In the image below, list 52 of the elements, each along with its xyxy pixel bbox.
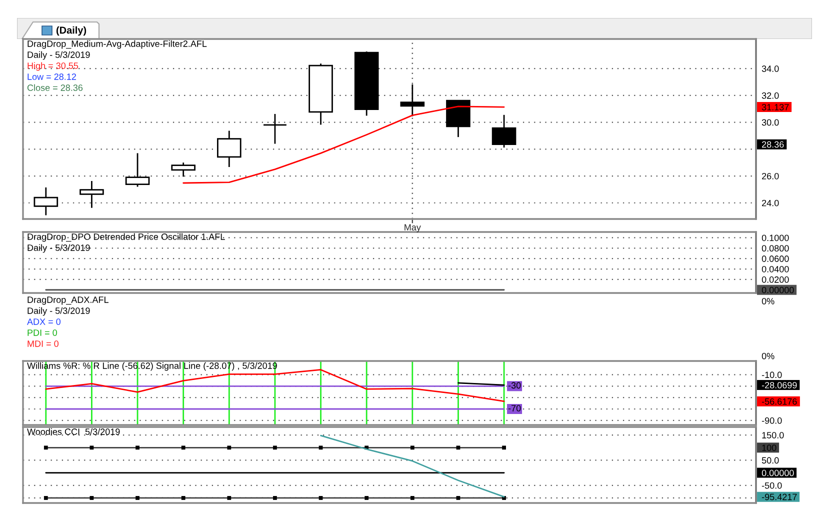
y-tick-label: 30.0 <box>762 119 779 126</box>
y-tick-label: -10.0 <box>762 372 782 378</box>
line-series <box>45 369 505 402</box>
y-tick-label: -56.6176 <box>762 398 797 405</box>
text: PDI = 0 <box>28 330 58 336</box>
candlestick <box>400 84 425 117</box>
text: ADX = 0 <box>27 318 61 325</box>
chart-title: DragDrop_Medium-Avg-Adaptive-Filter2.AFL <box>28 40 207 49</box>
candlestick <box>34 186 58 216</box>
candlestick <box>125 152 150 188</box>
y-tick-label: 28.36 <box>762 141 784 148</box>
y-tick-label: 26.0 <box>762 172 779 180</box>
y-tick-label: -50.0 <box>762 482 782 489</box>
annotation: High = 30.55 <box>28 62 78 71</box>
y-tick-label: 0.0200 <box>762 276 789 283</box>
y-tick-label: 0.00000 <box>762 286 794 294</box>
category-label: 0% <box>762 352 774 360</box>
text: Daily - 5/3/2019 <box>28 51 90 60</box>
candlestick <box>492 114 516 148</box>
y-tick-label: 150.0 <box>762 432 784 438</box>
y-tick-label: 50.0 <box>762 457 779 464</box>
chart-title: DragDrop_DPO Detrended Price Oscillator 1.AFL <box>28 233 225 242</box>
candlestick <box>80 180 104 209</box>
y-tick-label: -95.4217 <box>762 494 797 500</box>
candlestick <box>171 162 196 178</box>
category-label: 0% <box>762 298 774 304</box>
line-series <box>182 106 505 184</box>
candlestick <box>217 130 242 168</box>
text: (Daily) <box>56 26 86 36</box>
y-tick-label: 34.0 <box>762 66 779 72</box>
chart-title: Woodies CCI 5/3/2019 <box>27 428 120 435</box>
annotation: Close = 28.36 <box>27 84 83 91</box>
ref-line-label: -30 <box>508 382 521 389</box>
y-tick-label: -90.0 <box>762 417 782 424</box>
y-tick-label: 24.0 <box>762 200 779 206</box>
y-tick-label: -28.0699 <box>762 382 797 388</box>
y-tick-label: 0.00000 <box>762 470 794 476</box>
y-tick-label: 0.0600 <box>762 256 789 262</box>
y-tick-label: 0.0400 <box>762 266 789 272</box>
y-tick-label: 0.0800 <box>762 245 789 252</box>
ref-line-label: -70 <box>508 405 521 412</box>
y-tick-label: 100 <box>762 444 776 451</box>
candlestick <box>262 113 288 144</box>
y-tick-label: 32.0 <box>762 92 779 99</box>
x-tick-label: May <box>404 224 421 232</box>
text: Daily - 5/3/2019 <box>28 244 90 253</box>
text: MDI = 0 <box>28 340 59 347</box>
y-tick-label: 31.137 <box>762 104 789 110</box>
y-tick-label: 0.1000 <box>762 234 789 242</box>
text: Daily - 5/3/2019 <box>28 307 90 316</box>
text: DragDrop_ADX.AFL <box>28 296 108 305</box>
annotation: Low = 28.12 <box>28 74 76 80</box>
